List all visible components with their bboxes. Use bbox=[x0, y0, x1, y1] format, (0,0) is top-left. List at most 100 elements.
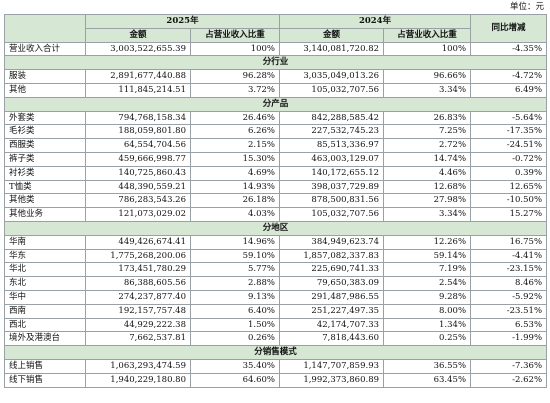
amount-2025: 274,237,877.40 bbox=[85, 289, 191, 305]
row-label: 东北 bbox=[4, 276, 86, 291]
row-label: 衬衫类 bbox=[4, 165, 86, 181]
amount-2024: 291,487,986.55 bbox=[279, 289, 385, 305]
amount-2024: 3,140,081,720.82 bbox=[279, 41, 385, 57]
ratio-2024: 36.55% bbox=[383, 358, 472, 374]
table-row: 其他业务 121,073,029.02 4.03% 105,032,707.56 3.3… bbox=[4, 207, 548, 222]
amount-2024: 398,037,729.89 bbox=[279, 179, 385, 195]
yoy-change: 12.65% bbox=[470, 179, 548, 195]
ratio-2025: 64.60% bbox=[189, 372, 281, 388]
ratio-2025: 6.26% bbox=[189, 124, 281, 140]
yoy-change: -2.62% bbox=[470, 372, 548, 388]
amount-2024: 384,949,623.74 bbox=[279, 234, 385, 250]
header-amount-2024: 金额 bbox=[279, 27, 385, 43]
ratio-2025: 59.10% bbox=[189, 248, 281, 264]
amount-2024: 225,690,741.33 bbox=[279, 262, 385, 278]
amount-2025: 1,775,268,200.06 bbox=[85, 248, 191, 264]
ratio-2024: 14.74% bbox=[383, 151, 472, 167]
yoy-change: -7.36% bbox=[470, 358, 548, 374]
ratio-2024: 100% bbox=[383, 41, 472, 57]
yoy-change: 8.46% bbox=[470, 276, 548, 291]
ratio-2024: 1.34% bbox=[383, 317, 472, 333]
yoy-change: 0.39% bbox=[470, 165, 548, 181]
table-row: 华北 173,451,780.29 5.77% 225,690,741.33 7.19%… bbox=[4, 262, 548, 278]
header-blank bbox=[4, 14, 86, 43]
row-label: 线下销售 bbox=[4, 372, 86, 388]
ratio-2024: 59.14% bbox=[383, 248, 472, 264]
row-label: 西服类 bbox=[4, 138, 86, 153]
table-row: 外套类 794,768,158.34 26.46% 842,288,585.42 26.… bbox=[4, 110, 548, 126]
row-label: T恤类 bbox=[4, 179, 86, 195]
ratio-2025: 2.15% bbox=[189, 138, 281, 153]
amount-2024: 878,500,831.56 bbox=[279, 193, 385, 209]
amount-2024: 79,650,383.09 bbox=[279, 276, 385, 291]
amount-2024: 105,032,707.56 bbox=[279, 82, 385, 98]
section-header: 分行业 bbox=[3, 55, 548, 71]
section-header: 分产品 bbox=[3, 96, 548, 112]
yoy-change: -5.92% bbox=[470, 289, 548, 305]
yoy-change: -4.41% bbox=[470, 248, 548, 264]
amount-2025: 448,390,559.21 bbox=[85, 179, 191, 195]
table-row: 服装 2,891,677,440.88 96.28% 3,035,049,013.26… bbox=[4, 69, 548, 84]
table-row: 衬衫类 140,725,860.43 4.69% 140,172,655.12 4.46… bbox=[4, 165, 548, 181]
amount-2024: 140,172,655.12 bbox=[279, 165, 385, 181]
amount-2025: 7,662,537.81 bbox=[85, 331, 191, 347]
amount-2024: 251,227,497.35 bbox=[279, 303, 385, 319]
amount-2024: 85,513,336.97 bbox=[279, 138, 385, 153]
ratio-2025: 6.40% bbox=[189, 303, 281, 319]
amount-2025: 2,891,677,440.88 bbox=[85, 69, 191, 84]
ratio-2025: 5.77% bbox=[189, 262, 281, 278]
amount-2025: 111,845,214.51 bbox=[85, 82, 191, 98]
table-row: 华南 449,426,674.41 14.96% 384,949,623.74 12.2… bbox=[4, 234, 548, 250]
ratio-2025: 15.30% bbox=[189, 151, 281, 167]
amount-2025: 1,940,229,180.80 bbox=[85, 372, 191, 388]
ratio-2024: 12.26% bbox=[383, 234, 472, 250]
header-year-2024: 2024年 bbox=[279, 14, 472, 29]
ratio-2024: 26.83% bbox=[383, 110, 472, 126]
yoy-change: -10.50% bbox=[470, 193, 548, 209]
row-label: 裤子类 bbox=[4, 151, 86, 167]
amount-2025: 44,929,222.38 bbox=[85, 317, 191, 333]
ratio-2024: 7.25% bbox=[383, 124, 472, 140]
amount-2024: 463,003,129.07 bbox=[279, 151, 385, 167]
yoy-change: 6.49% bbox=[470, 82, 548, 98]
amount-2025: 1,063,293,474.59 bbox=[85, 358, 191, 374]
table-row: 华东 1,775,268,200.06 59.10% 1,857,082,337.83… bbox=[4, 248, 548, 264]
table-row: 华中 274,237,877.40 9.13% 291,487,986.55 9.28%… bbox=[4, 289, 548, 305]
row-label: 其他 bbox=[4, 82, 86, 98]
ratio-2025: 14.96% bbox=[189, 234, 281, 250]
ratio-2024: 96.66% bbox=[383, 69, 472, 84]
ratio-2025: 1.50% bbox=[189, 317, 281, 333]
amount-2025: 140,725,860.43 bbox=[85, 165, 191, 181]
section-header: 分销售模式 bbox=[3, 345, 548, 360]
table-row: 西北 44,929,222.38 1.50% 42,174,707.33 1.34% 6.… bbox=[4, 317, 548, 333]
amount-2024: 1,147,707,859.93 bbox=[279, 358, 385, 374]
amount-2024: 1,992,373,860.89 bbox=[279, 372, 385, 388]
header-ratio-2025: 占营业收入比重 bbox=[189, 27, 281, 43]
ratio-2024: 27.98% bbox=[383, 193, 472, 209]
ratio-2024: 3.34% bbox=[383, 207, 472, 222]
section-title: 分销售模式 bbox=[3, 345, 548, 360]
total-row: 营业收入合计 3,003,522,655.39 100% 3,140,081,7… bbox=[4, 41, 548, 57]
row-label: 其他业务 bbox=[4, 207, 86, 222]
row-label: 线上销售 bbox=[4, 358, 86, 374]
amount-2025: 192,157,757.48 bbox=[85, 303, 191, 319]
unit-label: 单位：元 bbox=[509, 2, 544, 12]
header-row-metrics: 金额 占营业收入比重 金额 占营业收入比重 bbox=[5, 27, 547, 43]
row-label: 境外及港澳台 bbox=[4, 331, 86, 347]
amount-2024: 3,035,049,013.26 bbox=[279, 69, 385, 84]
table-row: 裤子类 459,666,998.77 15.30% 463,003,129.07 14.… bbox=[4, 151, 548, 167]
amount-2025: 188,059,801.80 bbox=[85, 124, 191, 140]
revenue-composition-table: 2025年 2024年 同比增减 金额 占营业收入比重 金额 占营业收入比重 营… bbox=[3, 14, 548, 388]
ratio-2025: 100% bbox=[189, 41, 281, 57]
amount-2025: 449,426,674.41 bbox=[85, 234, 191, 250]
yoy-change: -4.72% bbox=[470, 69, 548, 84]
amount-2025: 786,283,543.26 bbox=[85, 193, 191, 209]
table-row: 西南 192,157,757.48 6.40% 251,227,497.35 8.00%… bbox=[4, 303, 548, 319]
ratio-2025: 4.03% bbox=[189, 207, 281, 222]
ratio-2024: 8.00% bbox=[383, 303, 472, 319]
yoy-change: 6.53% bbox=[470, 317, 548, 333]
table-row: T恤类 448,390,559.21 14.93% 398,037,729.89 12.… bbox=[4, 179, 548, 195]
ratio-2025: 3.72% bbox=[189, 82, 281, 98]
ratio-2025: 2.88% bbox=[189, 276, 281, 291]
yoy-change: -5.64% bbox=[470, 110, 548, 126]
